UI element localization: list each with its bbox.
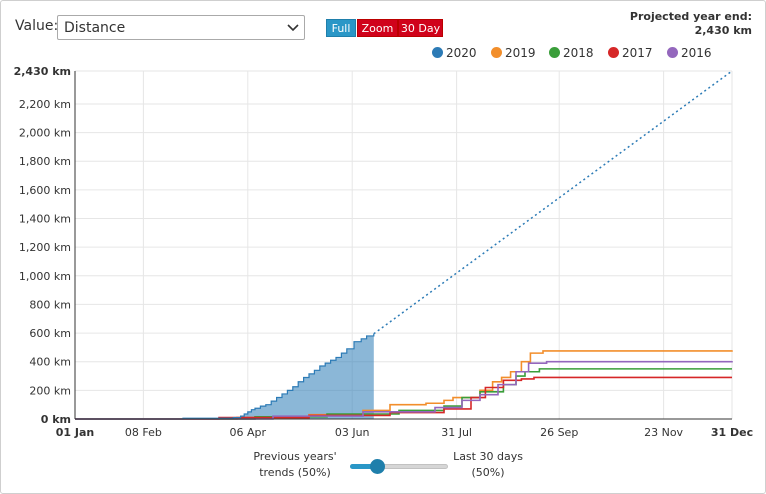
value-label: Value: [15, 18, 59, 34]
zoom-button[interactable]: Zoom [357, 19, 398, 37]
legend-item-2018[interactable]: 2018 [549, 46, 594, 64]
legend-label: 2020 [446, 46, 477, 60]
slider-thumb[interactable] [370, 459, 386, 474]
legend-dot-icon [608, 47, 619, 58]
thirty-day-button[interactable]: 30 Day [398, 19, 443, 37]
legend-label: 2016 [681, 46, 712, 60]
full-button[interactable]: Full [326, 19, 356, 37]
trend-slider[interactable] [350, 459, 448, 474]
value-select[interactable]: Distance [57, 15, 305, 40]
chevron-down-icon [287, 24, 299, 32]
legend-dot-icon [432, 47, 443, 58]
legend-item-2017[interactable]: 2017 [608, 46, 653, 64]
legend-label: 2019 [505, 46, 536, 60]
projection-label: Projected year end: [629, 10, 752, 23]
legend-label: 2017 [622, 46, 653, 60]
legend-item-2016[interactable]: 2016 [667, 46, 712, 64]
legend-dot-icon [549, 47, 560, 58]
legend-dot-icon [667, 47, 678, 58]
projection-value: 2,430 km [694, 24, 752, 37]
legend-item-2019[interactable]: 2019 [491, 46, 536, 64]
legend-label: 2018 [563, 46, 594, 60]
legend-item-2020[interactable]: 2020 [432, 46, 477, 64]
value-select-text: Distance [64, 20, 126, 36]
projection-box: Projected year end: 2,430 km [630, 10, 752, 38]
slider-fill [350, 464, 378, 469]
slider-right-label: Last 30 days (50%) [453, 450, 523, 479]
legend-dot-icon [491, 47, 502, 58]
slider-left-label: Previous years' trends (50%) [253, 450, 337, 479]
